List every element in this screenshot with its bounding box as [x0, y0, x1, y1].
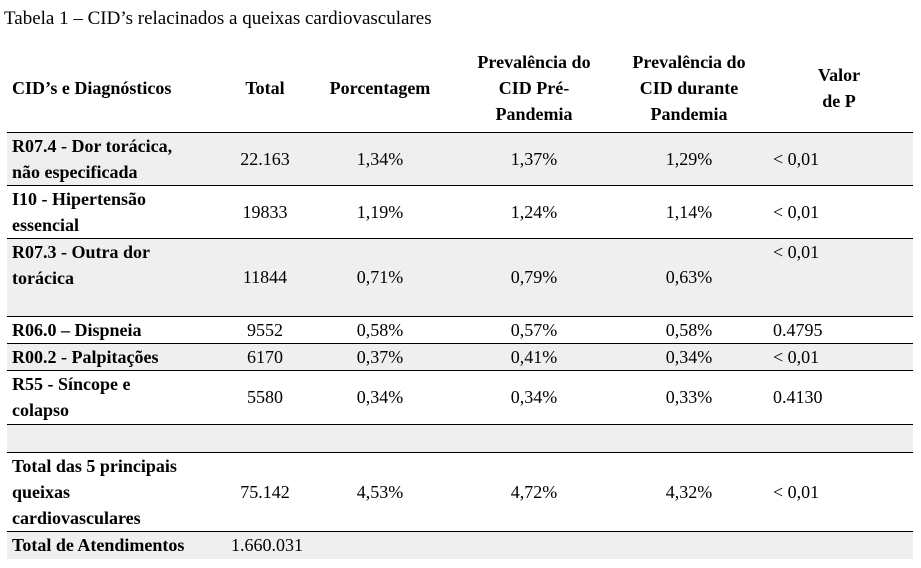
header-pre-pandemia: Prevalência do CID Pré- Pandemia: [455, 45, 613, 133]
table-caption: Tabela 1 – CID’s relacinados a queixas c…: [4, 8, 432, 29]
total-total: 75.142: [225, 452, 305, 532]
attendance-total: 1.660.031: [225, 531, 305, 559]
header-durante-pandemia: Prevalência do CID durante Pandemia: [613, 45, 765, 133]
cell-during: 0,34%: [613, 343, 765, 371]
cell-pct: 1,19%: [305, 185, 455, 239]
cell-p: < 0,01: [765, 238, 913, 317]
cell-pct: 0,34%: [305, 370, 455, 425]
cell-total: 6170: [225, 343, 305, 371]
cell-pct: 1,34%: [305, 132, 455, 186]
cell-pct: 0,37%: [305, 343, 455, 371]
cell-during: 0,58%: [613, 316, 765, 344]
row-label: R07.3 - Outra dor torácica: [7, 238, 225, 317]
cell-pre: 0,79%: [455, 238, 613, 317]
cell-total: 19833: [225, 185, 305, 239]
row-label: R07.4 - Dor torácica, não especificada: [7, 132, 225, 186]
cell-pct: 0,71%: [305, 238, 455, 317]
cell-pre: 0,41%: [455, 343, 613, 371]
header-cid: CID’s e Diagnósticos: [7, 45, 225, 133]
cell-during: 0,33%: [613, 370, 765, 425]
cell-pct: 0,58%: [305, 316, 455, 344]
header-valor-p: Valor de P: [765, 45, 913, 133]
total-pct: 4,53%: [305, 452, 455, 532]
spacer-row: [7, 424, 913, 453]
cell-pre: 0,57%: [455, 316, 613, 344]
header-row: CID’s e Diagnósticos Total Porcentagem P…: [7, 45, 913, 133]
cell-total: 22.163: [225, 132, 305, 186]
row-label: R06.0 – Dispneia: [7, 316, 225, 344]
cell-p: 0.4795: [765, 316, 913, 344]
total-during: 4,32%: [613, 452, 765, 532]
cell-total: 11844: [225, 238, 305, 317]
row-label: R00.2 - Palpitações: [7, 343, 225, 371]
table-row: R07.4 - Dor torácica, não especificada 22…: [7, 132, 913, 186]
table-row: R55 - Síncope e colapso 5580 0,34% 0,34% …: [7, 370, 913, 425]
total-pre: 4,72%: [455, 452, 613, 532]
table-row: R06.0 – Dispneia 9552 0,58% 0,57% 0,58% …: [7, 316, 913, 344]
cid-table: CID’s e Diagnósticos Total Porcentagem P…: [7, 45, 913, 559]
table-row: I10 - Hipertensão essencial 19833 1,19% 1…: [7, 185, 913, 239]
row-label: I10 - Hipertensão essencial: [7, 185, 225, 239]
table-row: R00.2 - Palpitações 6170 0,37% 0,41% 0,3…: [7, 343, 913, 371]
cell-p: < 0,01: [765, 132, 913, 186]
cell-during: 0,63%: [613, 238, 765, 317]
cell-p: < 0,01: [765, 343, 913, 371]
attendance-label: Total de Atendimentos: [7, 531, 225, 559]
cell-during: 1,14%: [613, 185, 765, 239]
cell-total: 5580: [225, 370, 305, 425]
header-porcentagem: Porcentagem: [305, 45, 455, 133]
cell-pre: 0,34%: [455, 370, 613, 425]
attendance-row: Total de Atendimentos 1.660.031: [7, 531, 913, 559]
row-label: R55 - Síncope e colapso: [7, 370, 225, 425]
total-row: Total das 5 principais queixas cardiovascu…: [7, 452, 913, 532]
cell-p: < 0,01: [765, 185, 913, 239]
cell-p: 0.4130: [765, 370, 913, 425]
cell-pre: 1,24%: [455, 185, 613, 239]
total-label: Total das 5 principais queixas cardiovascu…: [7, 452, 225, 532]
cell-during: 1,29%: [613, 132, 765, 186]
total-p: < 0,01: [765, 452, 913, 532]
table-row: R07.3 - Outra dor torácica 11844 0,71% 0,…: [7, 238, 913, 317]
header-total: Total: [225, 45, 305, 133]
cell-pre: 1,37%: [455, 132, 613, 186]
cell-total: 9552: [225, 316, 305, 344]
